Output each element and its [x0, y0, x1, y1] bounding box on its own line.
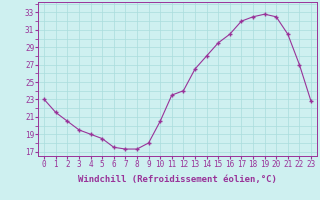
X-axis label: Windchill (Refroidissement éolien,°C): Windchill (Refroidissement éolien,°C) — [78, 175, 277, 184]
